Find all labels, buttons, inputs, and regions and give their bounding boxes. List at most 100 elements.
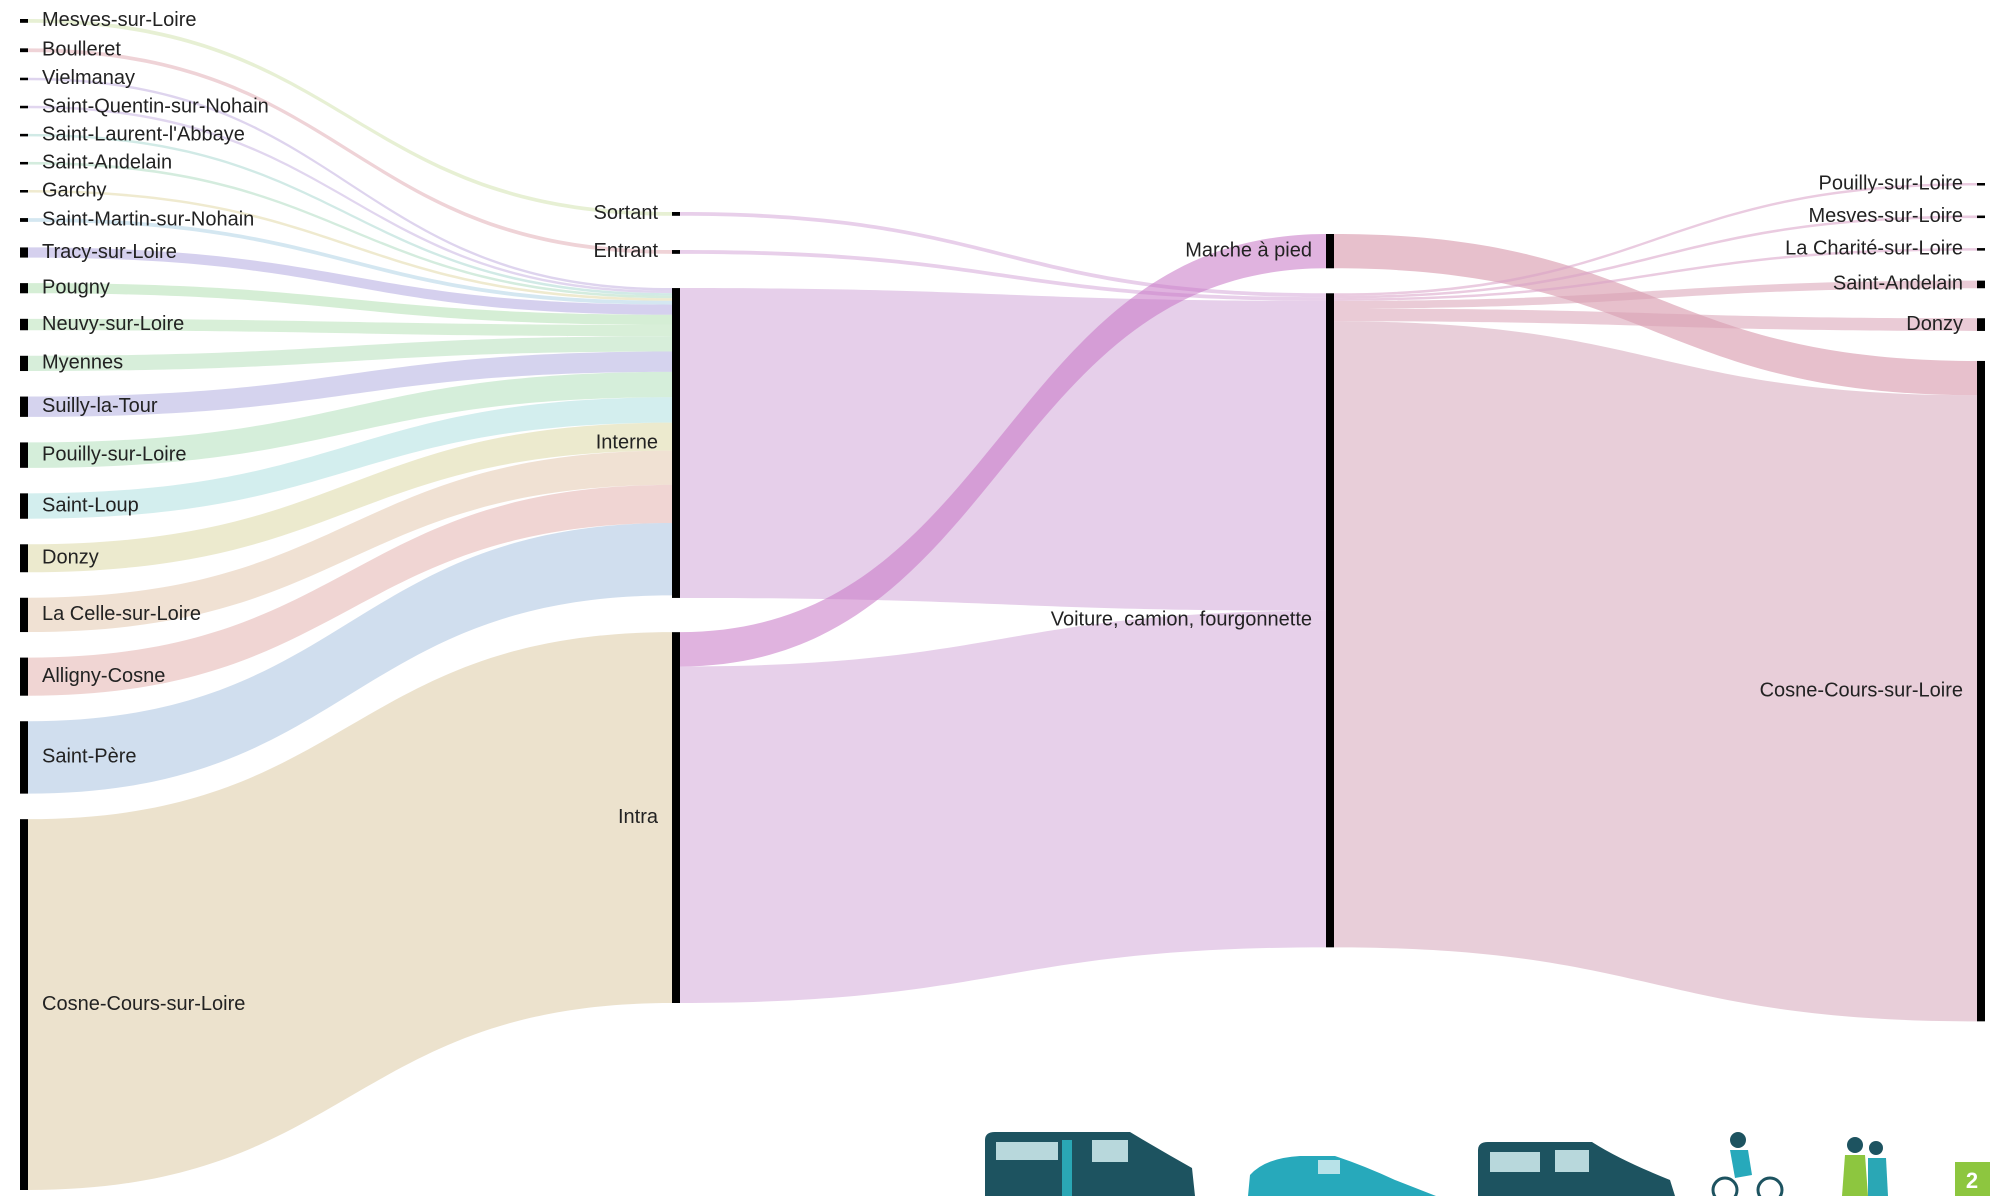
flow (28, 105, 672, 294)
node-label: Entrant (594, 240, 659, 262)
node-label: Donzy (42, 547, 99, 569)
cyclist-icon (1711, 1132, 1784, 1196)
node (672, 212, 680, 216)
node (1977, 360, 1985, 1022)
node-label: Cosne-Cours-sur-Loire (1760, 679, 1963, 701)
flow (28, 133, 672, 296)
node-label: Voiture, camion, fourgonnette (1051, 609, 1312, 631)
flow (28, 450, 672, 633)
node-label: Alligny-Cosne (42, 665, 165, 687)
node (672, 632, 680, 1003)
page-badge-box (1955, 1162, 1990, 1196)
flow (1334, 308, 1977, 331)
node (20, 544, 28, 573)
flow (28, 283, 672, 325)
flow (28, 77, 672, 291)
node (20, 493, 28, 519)
flow (680, 212, 1326, 298)
flow (680, 250, 1326, 301)
node (20, 721, 28, 794)
flow (28, 48, 672, 254)
node-label: Saint-Laurent-l'Abbaye (42, 123, 245, 145)
links (28, 19, 1977, 1190)
node (1326, 293, 1334, 948)
labels: Mesves-sur-Loire Boulleret Vielmanay Saint-… (42, 9, 1963, 1015)
flow (28, 19, 672, 216)
node (20, 819, 28, 1190)
node-label: Mesves-sur-Loire (42, 9, 196, 31)
node-label: La Celle-sur-Loire (42, 603, 201, 625)
flow (28, 422, 672, 573)
flow (1334, 183, 1977, 296)
node (20, 657, 28, 696)
node (1977, 280, 1985, 289)
node (20, 133, 28, 137)
node (672, 288, 680, 598)
node-label: Pougny (42, 276, 110, 298)
van-icon (985, 1132, 1195, 1196)
flow (28, 484, 672, 696)
node-label: Saint-Martin-sur-Nohain (42, 208, 254, 230)
car-icon (1248, 1156, 1436, 1196)
node-label: Suilly-la-Tour (42, 395, 158, 417)
node (20, 283, 28, 294)
node-label: Garchy (42, 180, 106, 202)
node-label: Sortant (594, 202, 659, 224)
node (20, 161, 28, 165)
node (20, 19, 28, 23)
node-label: Neuvy-sur-Loire (42, 313, 184, 335)
node-label: Saint-Andelain (1833, 273, 1963, 295)
page-badge: 2 (1955, 1162, 1990, 1196)
node (1977, 183, 1985, 186)
node (20, 218, 28, 222)
node-label: La Charité-sur-Loire (1785, 238, 1963, 260)
flow (28, 397, 672, 519)
node-label: Saint-Quentin-sur-Nohain (42, 95, 269, 117)
node-label: Pouilly-sur-Loire (42, 443, 187, 465)
node-label: Marche à pied (1185, 239, 1312, 261)
node (1326, 234, 1334, 269)
flow (28, 336, 672, 372)
node-label: Saint-Père (42, 746, 137, 768)
node (1977, 248, 1985, 251)
node (20, 48, 28, 53)
flow (680, 234, 1326, 667)
node (1977, 215, 1985, 219)
node (20, 190, 28, 193)
node (20, 442, 28, 468)
node-label: Interne (596, 431, 658, 453)
flow (28, 351, 672, 417)
node (20, 355, 28, 372)
flow (1334, 321, 1977, 1022)
flow (28, 190, 672, 301)
node-label: Donzy (1906, 313, 1963, 335)
pedestrian-icon (1842, 1137, 1888, 1196)
flow (28, 318, 672, 337)
node (20, 247, 28, 258)
node-label: Vielmanay (42, 67, 135, 89)
van-icon (1478, 1142, 1675, 1196)
node-label: Boulleret (42, 39, 121, 61)
node-label: Saint-Andelain (42, 151, 172, 173)
flow (1334, 215, 1977, 299)
node (20, 77, 28, 81)
flow (28, 218, 672, 305)
node-label: Myennes (42, 352, 123, 374)
node (672, 250, 680, 254)
flow (1334, 248, 1977, 301)
flow (28, 161, 672, 299)
flow (28, 247, 672, 315)
node (20, 105, 28, 109)
page-number: 2 (1966, 1168, 1978, 1193)
flow (28, 523, 672, 794)
flow (28, 371, 672, 468)
node-label: Intra (618, 806, 659, 828)
node-label: Mesves-sur-Loire (1809, 205, 1963, 227)
flow (1334, 280, 1977, 309)
node-label: Saint-Loup (42, 494, 139, 516)
node (20, 597, 28, 633)
flow (680, 610, 1326, 1003)
node (20, 396, 28, 417)
node-label: Tracy-sur-Loire (42, 241, 177, 263)
